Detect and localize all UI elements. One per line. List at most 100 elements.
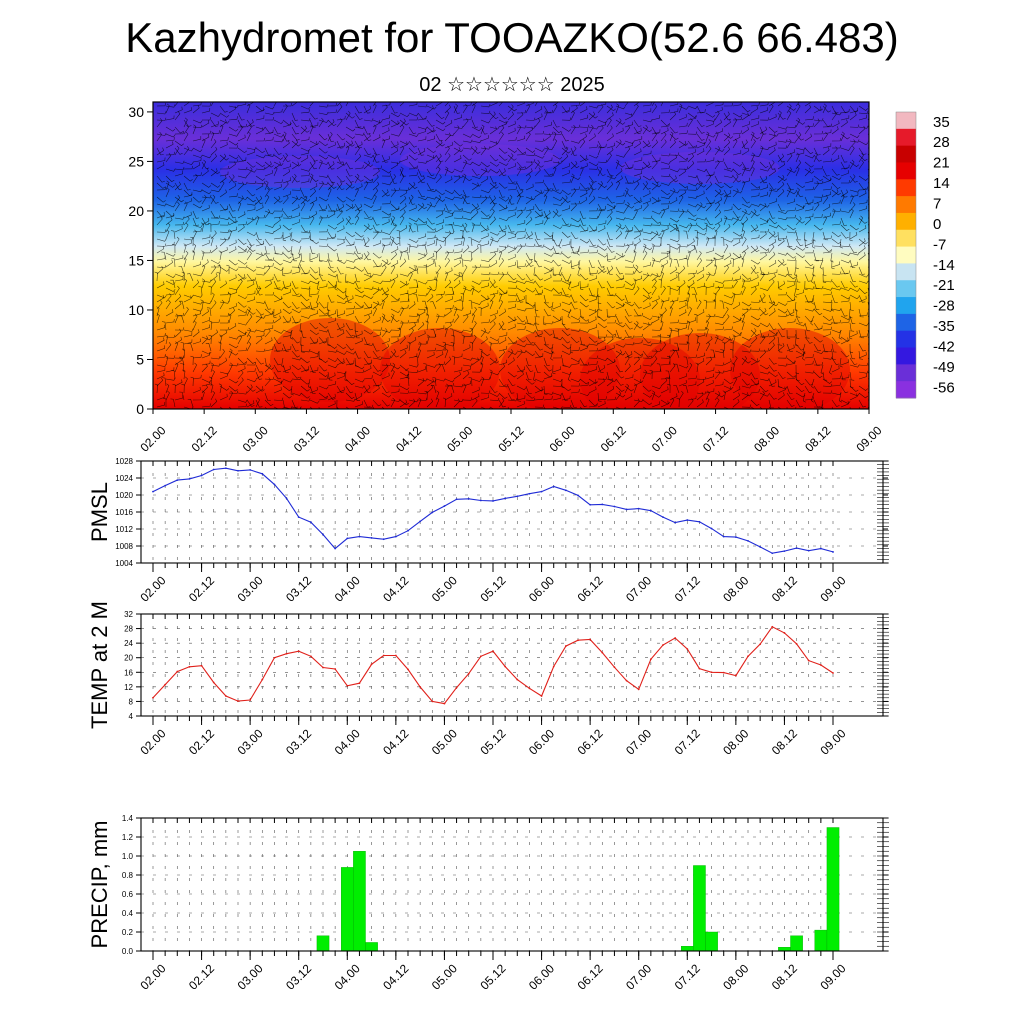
wind-barb — [444, 176, 453, 184]
wind-barb — [606, 359, 615, 366]
wind-barb — [615, 364, 624, 373]
wind-barb — [516, 259, 521, 269]
wind-barb — [543, 173, 554, 177]
wind-barb — [822, 299, 833, 303]
wind-barb — [164, 334, 169, 345]
wind-barb — [669, 306, 673, 317]
wind-barb — [363, 266, 371, 275]
wind-barb — [453, 241, 463, 247]
time-tick-label: 06.12 — [598, 423, 629, 454]
wind-barb — [246, 217, 254, 226]
wind-barb — [228, 154, 239, 160]
wind-barb — [669, 397, 675, 408]
wind-barb — [642, 371, 653, 375]
colorbar-swatch — [896, 263, 916, 281]
wind-barb — [552, 383, 563, 387]
wind-barb — [588, 224, 597, 232]
y-tick-label: 12 — [124, 683, 133, 692]
wind-barb — [209, 320, 213, 331]
wind-barb — [327, 187, 332, 198]
wind-barb — [786, 392, 795, 400]
data-point — [613, 505, 616, 508]
wind-barb — [858, 147, 867, 156]
wind-barb — [561, 153, 569, 163]
wind-barb — [786, 230, 797, 234]
wind-barb — [678, 209, 685, 219]
wind-barb — [219, 266, 230, 272]
wind-barb — [507, 261, 516, 268]
wind-barb — [678, 140, 689, 146]
wind-barb — [741, 140, 748, 149]
wind-barb — [561, 169, 570, 177]
wind-barb — [165, 342, 172, 352]
wind-barb — [597, 364, 604, 373]
wind-barb — [498, 102, 504, 107]
x-tick-label: 07.00 — [623, 961, 654, 992]
wind-barb — [336, 300, 347, 304]
wind-barb — [579, 182, 589, 190]
wind-barb — [345, 357, 354, 366]
wind-barb — [687, 105, 698, 110]
wind-barb — [480, 355, 484, 366]
wind-barb — [273, 347, 283, 352]
wind-barb — [543, 259, 554, 263]
wind-barb — [615, 343, 626, 348]
wind-barb — [579, 238, 590, 244]
wind-barb — [264, 210, 275, 215]
wind-barb — [468, 300, 473, 310]
wind-barb — [363, 375, 373, 380]
wind-barb — [534, 329, 542, 338]
wind-barb — [570, 301, 578, 310]
data-point — [164, 683, 167, 686]
wind-barb — [291, 376, 302, 380]
wind-barb — [777, 280, 783, 290]
wind-barb — [345, 161, 354, 170]
wind-barb — [633, 333, 643, 338]
wind-barb — [534, 231, 541, 240]
wind-barb — [417, 128, 426, 135]
wind-barb — [300, 147, 311, 152]
time-tick-label: 03.12 — [291, 423, 322, 454]
wind-barb — [246, 266, 257, 272]
wind-barb — [516, 111, 524, 121]
data-point — [540, 490, 543, 493]
wind-barb — [714, 217, 723, 226]
wind-barb — [786, 318, 796, 324]
wind-barb — [579, 217, 587, 226]
wind-barb — [567, 273, 572, 284]
wind-barb — [498, 161, 509, 166]
wind-barb — [318, 329, 329, 333]
data-point — [455, 498, 458, 501]
wind-barb — [174, 102, 179, 107]
wind-barb — [345, 322, 353, 331]
wind-barb — [723, 119, 731, 128]
wind-barb — [597, 168, 606, 176]
wind-barb — [633, 166, 644, 171]
wind-barb — [534, 378, 545, 383]
wind-barb — [786, 168, 797, 173]
wind-barb — [561, 133, 569, 142]
wind-barb — [228, 116, 238, 121]
colorbar-label: -28 — [933, 298, 955, 315]
wind-barb — [750, 209, 757, 219]
wind-barb — [705, 259, 713, 268]
wind-barb — [228, 362, 239, 367]
wind-barb — [516, 209, 523, 219]
wind-barb — [651, 157, 661, 163]
wind-barb — [219, 280, 227, 289]
wind-barb — [180, 363, 185, 373]
wind-barb — [426, 105, 434, 114]
wind-barb — [615, 385, 625, 392]
wind-barb — [435, 361, 445, 366]
wind-barb — [534, 385, 544, 392]
wind-barb — [759, 252, 767, 261]
wind-barb — [579, 139, 586, 149]
y-axis-label: PMSL — [87, 482, 112, 542]
wind-barb — [534, 147, 545, 152]
wind-barb — [156, 210, 166, 218]
wind-barb — [273, 357, 281, 366]
wind-barb — [390, 217, 398, 226]
data-point — [224, 695, 227, 697]
wind-barb — [161, 251, 167, 261]
